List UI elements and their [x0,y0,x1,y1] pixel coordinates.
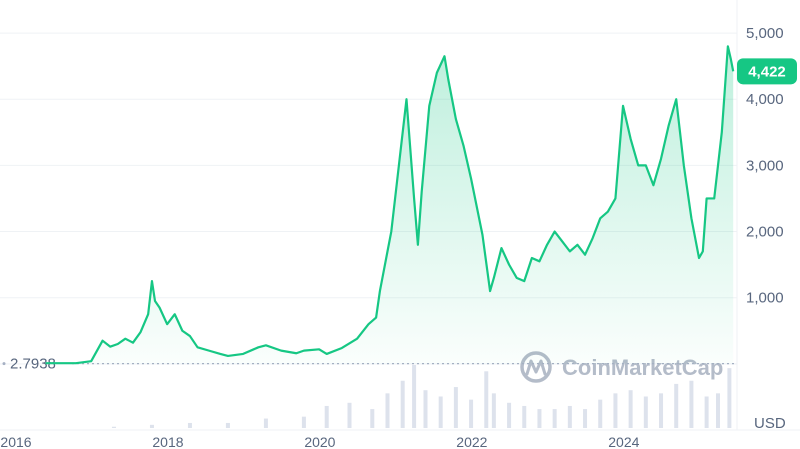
volume-bar [453,387,458,428]
x-axis-ticks: 2016 2018 2020 2022 2024 [0,434,639,449]
volume-bar [301,416,306,428]
y-tick-label: 5,000 [746,25,784,42]
volume-bar [659,393,664,428]
volume-bar [484,371,489,428]
current-price-badge: 4,422 [737,58,797,85]
y-tick-label: 4,000 [746,91,784,108]
volume-bar [716,393,721,428]
volume-bar [370,409,375,428]
volume-bar [149,424,154,428]
volume-bar [400,380,405,428]
volume-bar [347,402,352,428]
base-price-label: 2.7938 [10,356,56,373]
volume-bar [385,393,390,428]
current-price-badge-text: 4,422 [748,63,786,80]
x-tick-label: 2016 [0,434,31,449]
base-price-marker [2,362,6,366]
x-tick-label: 2018 [152,434,183,449]
volume-bar [537,409,542,428]
volume-bar [187,422,192,428]
x-tick-label: 2022 [456,434,487,449]
y-tick-label: 1,000 [746,290,784,307]
volume-bars [111,365,732,428]
volume-bar [567,405,572,428]
x-tick-label: 2020 [304,434,335,449]
volume-bar [727,368,732,428]
volume-bar [704,396,709,428]
price-line [45,45,735,365]
volume-bar [583,409,588,428]
volume-bar [628,390,633,428]
price-area [45,46,734,364]
volume-bar [225,422,230,428]
volume-bar [613,393,618,428]
current-price-badge-bg [737,58,797,85]
volume-bar [469,399,474,428]
volume-bar [598,399,603,428]
x-tick-label: 2024 [608,434,639,449]
volume-bar [324,405,329,428]
volume-bar [412,365,417,428]
volume-bar [507,402,512,428]
volume-bar [522,405,527,428]
volume-bar [438,396,443,428]
volume-bar [674,383,679,428]
volume-bar [643,396,648,428]
base-price-dot [2,362,6,366]
y-axis-ticks: 1,000 2,000 3,000 4,000 5,000 [746,25,784,307]
volume-bar [423,390,428,428]
volume-bar [263,418,268,428]
y-tick-label: 3,000 [746,157,784,174]
volume-bar [552,409,557,428]
currency-label: USD [754,415,786,432]
volume-bar [111,426,116,428]
volume-bar [689,380,694,428]
y-tick-label: 2,000 [746,224,784,241]
volume-bar [491,393,496,428]
